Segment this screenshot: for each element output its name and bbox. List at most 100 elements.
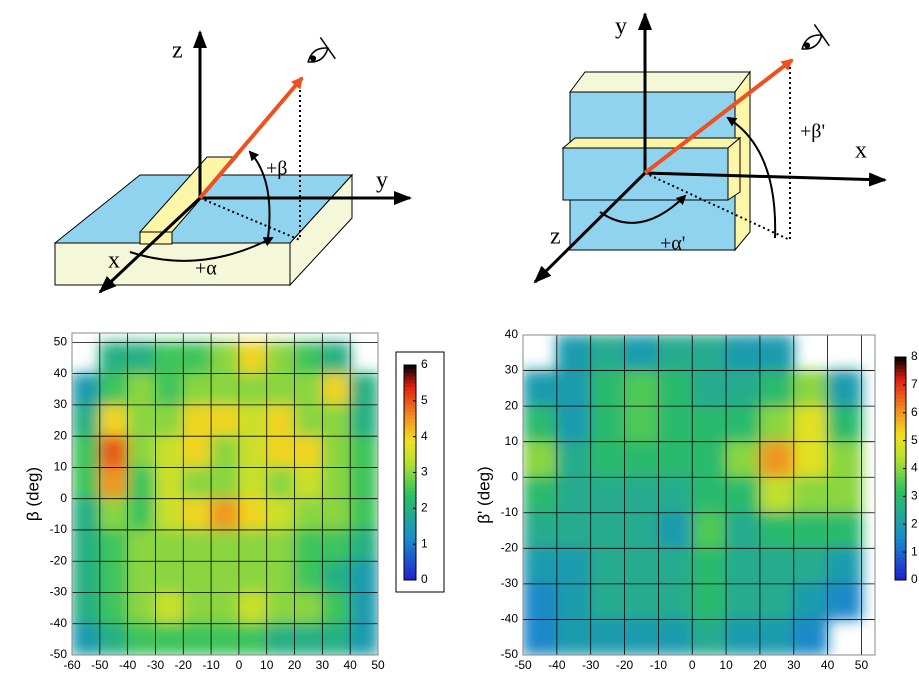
y-tick-label: 20 xyxy=(505,398,519,412)
heatmap-cell xyxy=(556,370,592,407)
colorbar-segment xyxy=(404,386,416,391)
colorbar-segment xyxy=(895,375,906,380)
colorbar-segment xyxy=(895,468,906,473)
y-tick-label: 0 xyxy=(60,491,67,505)
heatmap-cell xyxy=(72,560,101,593)
colorbar-segment xyxy=(895,513,906,518)
heatmap-cell xyxy=(349,466,378,500)
colorbar-segment xyxy=(895,553,906,559)
heatmap-cell xyxy=(827,405,862,443)
heatmap-cell xyxy=(759,370,795,407)
y-tick-label: -40 xyxy=(50,616,68,630)
x-tick-label: 30 xyxy=(316,658,330,672)
colorbar-segment xyxy=(895,435,906,440)
heatmap-cell xyxy=(154,498,184,531)
heatmap-cell xyxy=(349,373,378,406)
heatmap-cell xyxy=(294,373,323,406)
y-tick-label: -50 xyxy=(50,647,68,661)
beta-arc xyxy=(248,150,271,239)
heatmap-cell xyxy=(759,583,795,620)
heatmap-cell xyxy=(154,373,184,406)
heatmap-cell xyxy=(294,623,323,655)
heatmap-cell xyxy=(624,512,659,549)
colorbar-segment xyxy=(895,360,906,365)
projection xyxy=(644,172,791,241)
heatmap-cell xyxy=(238,466,268,500)
colorbar-segment xyxy=(895,524,906,529)
heatmap-cell xyxy=(691,512,727,549)
colorbar-tick-label: 1 xyxy=(911,544,918,558)
colorbar-segment xyxy=(404,576,416,581)
colorbar-segment xyxy=(404,529,416,534)
heatmap-cell xyxy=(72,373,101,406)
heatmap-cell xyxy=(349,623,378,655)
heatmap-cell xyxy=(556,583,592,620)
plot-area xyxy=(72,341,378,655)
heatmap-cell xyxy=(349,591,378,625)
heatmap-cell xyxy=(182,435,212,468)
heatmap-cell xyxy=(349,498,378,531)
heatmap-cell xyxy=(182,623,212,655)
colorbar-segment xyxy=(895,472,906,477)
heatmap-cell xyxy=(72,435,101,468)
heatmap-cell xyxy=(349,560,378,593)
y-tick-label: 10 xyxy=(54,460,68,474)
view-vector xyxy=(198,76,304,200)
x-tick-label: -10 xyxy=(202,658,220,672)
colorbar-segment xyxy=(895,576,906,581)
y-tick-label: -30 xyxy=(50,585,68,599)
heatmap-cell xyxy=(624,476,659,514)
heatmap-cell xyxy=(154,560,184,593)
y-tick-label: -30 xyxy=(501,576,519,590)
colorbar-segment xyxy=(895,461,906,466)
heatmap-cell xyxy=(691,370,727,407)
heatmap-cell xyxy=(657,583,693,620)
diagram-label: y xyxy=(615,14,627,40)
heatmap-cell xyxy=(154,623,184,655)
x-tick-label: 50 xyxy=(855,658,869,672)
heatmap-cell xyxy=(657,370,693,407)
colorbar-segment xyxy=(404,440,416,445)
slab-front xyxy=(54,242,291,286)
colorbar-segment xyxy=(895,535,906,540)
colorbar-tick-label: 5 xyxy=(421,393,428,407)
y-axis-label: β' (deg) xyxy=(474,466,493,523)
heatmap-cell xyxy=(238,373,268,406)
heatmap-cell xyxy=(154,591,184,625)
heatmap-cell xyxy=(266,560,296,593)
heatmap-cell xyxy=(72,529,101,562)
heatmap-cell xyxy=(759,476,795,514)
heatmap-cell xyxy=(827,370,862,407)
colorbar-segment xyxy=(895,412,906,417)
heatmap-cell xyxy=(349,529,378,562)
colorbar-segment xyxy=(895,357,906,362)
heatmap-cell xyxy=(99,341,129,375)
heatmap-cell xyxy=(793,476,829,514)
heatmap-cell xyxy=(793,512,829,549)
colorbar-segment xyxy=(404,572,416,577)
heatmap-cell xyxy=(266,435,296,468)
heatmap-cell xyxy=(294,498,323,531)
heatmap-cell xyxy=(725,583,761,620)
heatmap-cell xyxy=(827,512,862,549)
colorbar-segment xyxy=(404,533,416,538)
heatmap-cell xyxy=(793,441,829,478)
heatmap-cell xyxy=(793,370,829,407)
heatmap-cell xyxy=(624,583,659,620)
heatmap-cell xyxy=(793,583,829,620)
heatmap-cell xyxy=(294,466,323,500)
colorbar-segment xyxy=(895,405,906,410)
colorbar-segment xyxy=(895,420,906,425)
colorbar-segment xyxy=(404,569,416,574)
colorbar-tick-label: 6 xyxy=(421,357,428,371)
heatmap-cell xyxy=(182,373,212,406)
beta-arc xyxy=(726,116,777,239)
colorbar-segment xyxy=(404,494,416,499)
heatmap-cell xyxy=(624,405,659,443)
colorbar-segment xyxy=(895,557,906,562)
heatmap-cells xyxy=(523,335,862,655)
heatmap-cell xyxy=(657,512,693,549)
heatmap-cell xyxy=(127,341,156,375)
colorbar-segment xyxy=(404,504,416,509)
heatmap-cell xyxy=(590,547,626,585)
